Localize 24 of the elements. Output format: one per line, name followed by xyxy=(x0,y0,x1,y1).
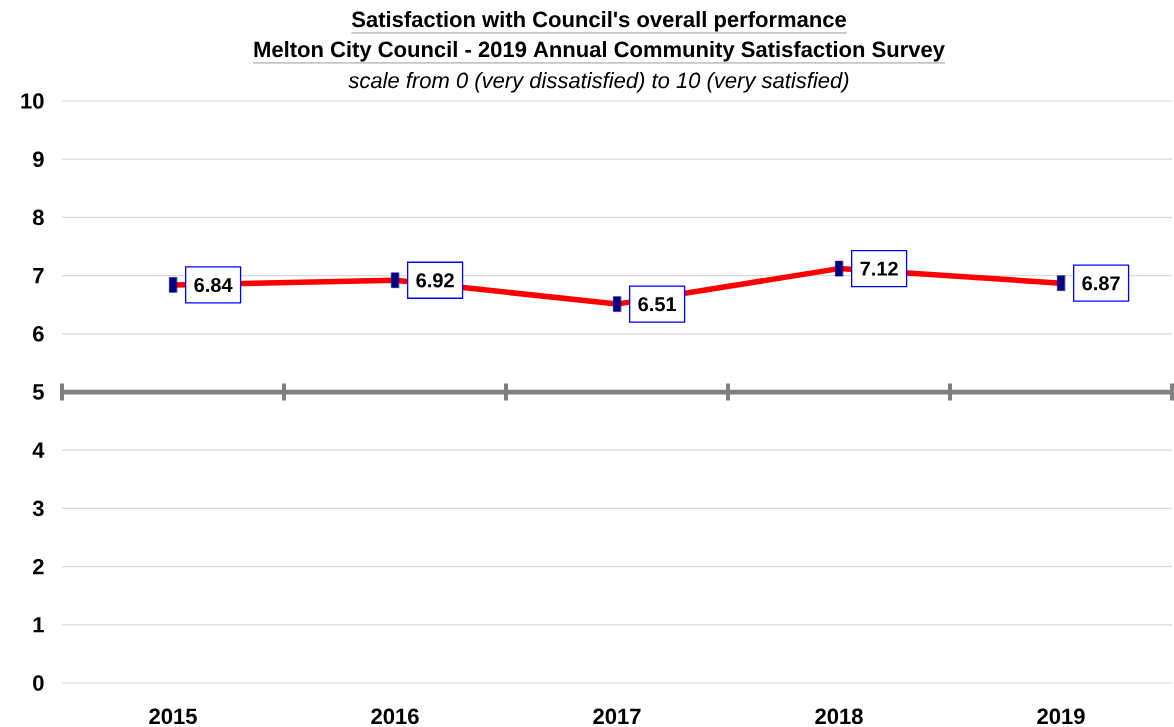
y-tick-label: 7 xyxy=(33,268,44,284)
y-tick-label: 2 xyxy=(33,558,44,575)
data-label: 7.12 xyxy=(860,261,898,276)
y-tick-label: 5 xyxy=(32,384,44,400)
y-tick-label: 3 xyxy=(32,500,44,517)
x-tick-label: 2018 xyxy=(815,708,863,725)
chart-title: Satisfaction with Council's overall performance xyxy=(351,11,846,32)
y-tick-label: 1 xyxy=(33,617,44,633)
data-label: 6.51 xyxy=(638,297,677,312)
y-tick-label: 6 xyxy=(33,325,44,342)
x-tick-label: 2015 xyxy=(149,708,197,725)
text: scale from 0 (very dissatisfied) to 10 (very satisfied) xyxy=(348,72,849,93)
x-tick-label: 2016 xyxy=(371,708,419,725)
data-label: 6.84 xyxy=(194,277,233,293)
x-tick-label: 2019 xyxy=(1037,708,1085,725)
y-tick-label: 10 xyxy=(21,93,44,109)
x-tick-label: 2017 xyxy=(593,708,641,725)
y-tick-label: 9 xyxy=(33,151,44,167)
chart-subtitle: Melton City Council - 2019 Annual Community Satisfaction Survey xyxy=(254,41,945,62)
y-tick-label: 4 xyxy=(32,442,45,458)
y-tick-label: 8 xyxy=(32,209,44,226)
y-tick-label: 0 xyxy=(33,675,44,691)
data-label: 6.92 xyxy=(416,273,454,288)
data-label: 6.87 xyxy=(1082,276,1120,291)
